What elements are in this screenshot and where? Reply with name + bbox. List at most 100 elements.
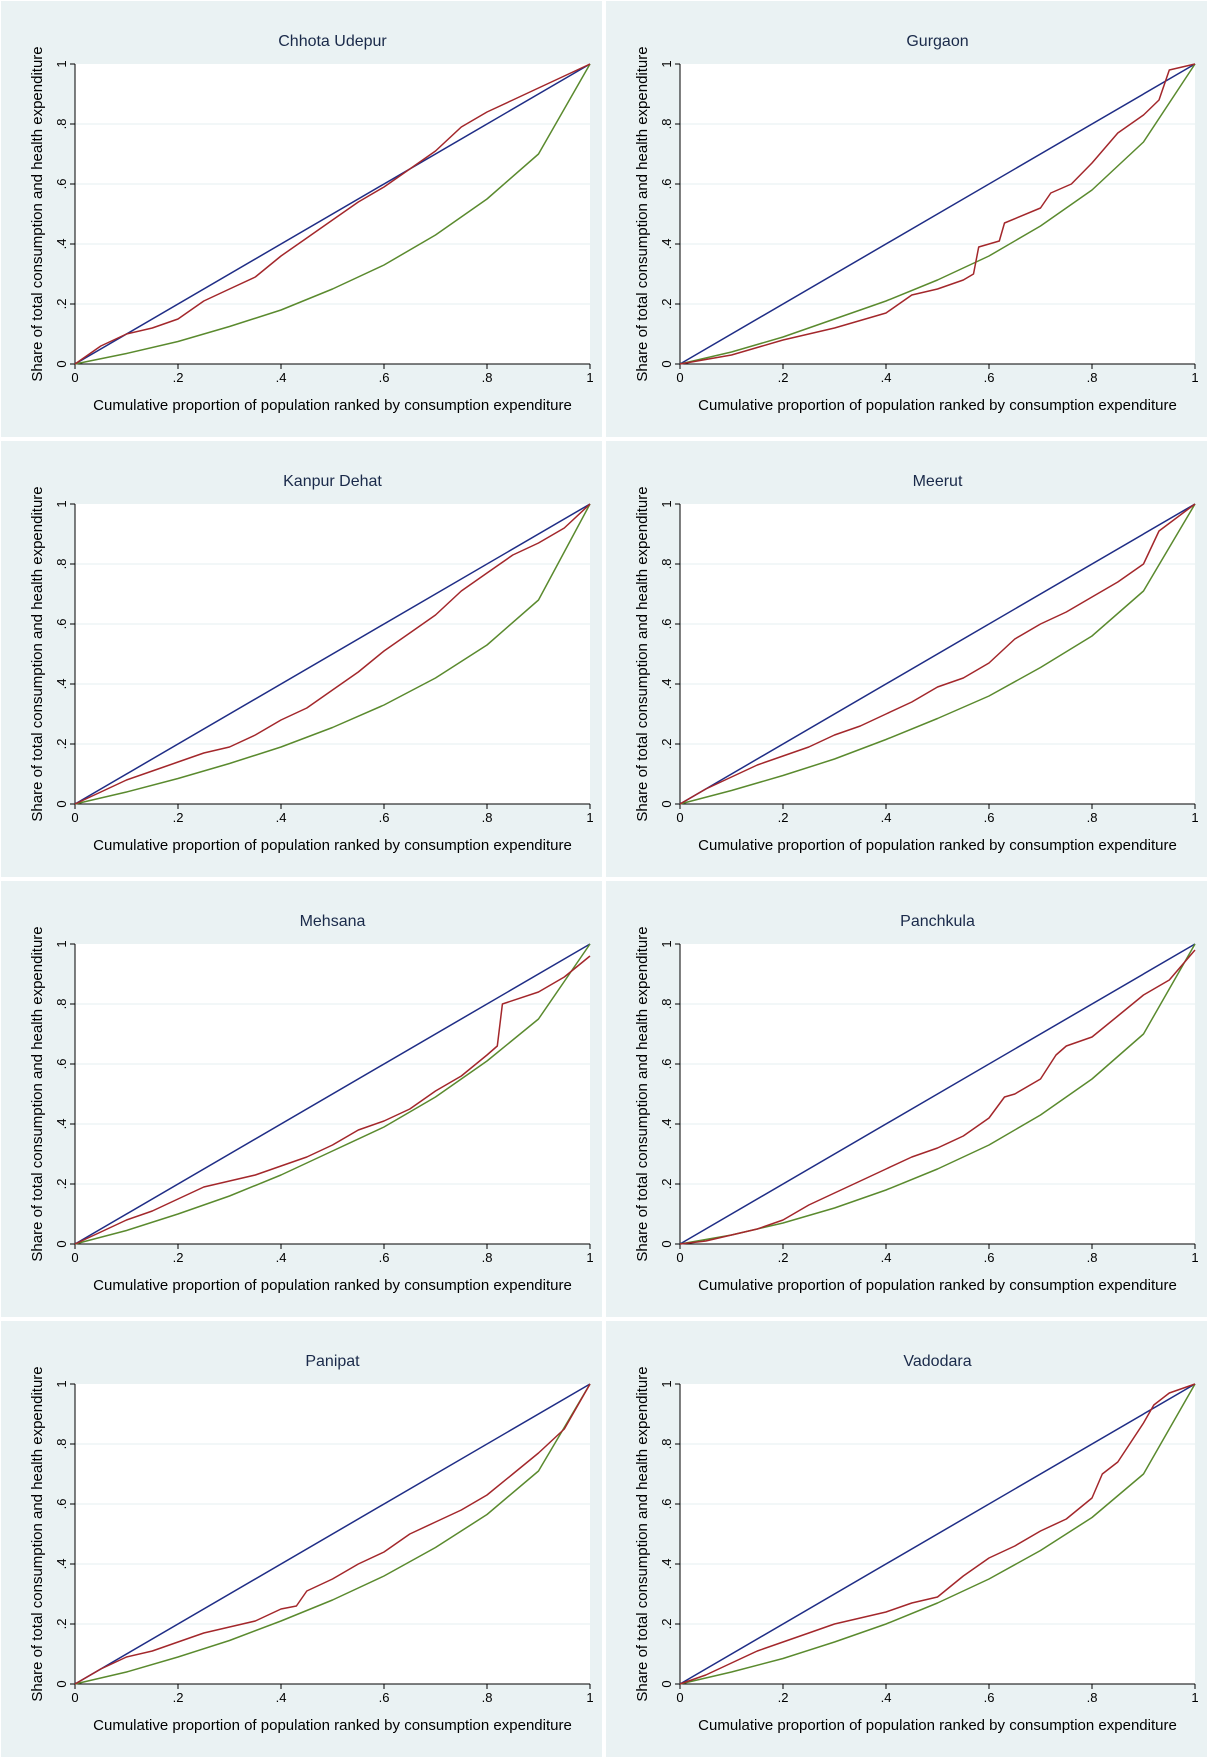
x-tick-label: .6 [984,1250,995,1265]
x-axis-label: Cumulative proportion of population rank… [698,397,1177,414]
y-tick-label: .8 [659,119,674,130]
chart-panel-6: 0 .2 .4 .6 .8 1 0 .2 .4 .6 .8 1 Panchkula Cumulative … [606,881,1207,1317]
x-tick-label: 0 [71,1250,78,1265]
series-line-consumption [74,1383,591,1685]
y-tick-label: 1 [659,940,674,947]
y-tick-label: .6 [659,619,674,630]
x-axis-label: Cumulative proportion of population rank… [93,397,572,414]
y-tick-label: .2 [659,739,674,750]
chart-title: Mehsana [300,913,366,930]
x-tick-label: 0 [676,1250,683,1265]
y-tick-label: .6 [54,1059,69,1070]
x-tick-label: 0 [676,810,683,825]
y-tick-label: .6 [659,1059,674,1070]
y-axis-label: Share of total consumption and health ex… [634,486,651,821]
x-tick-label: .4 [276,810,287,825]
x-tick-label: .8 [1087,1250,1098,1265]
x-tick-label: .2 [778,370,789,385]
x-tick-label: .2 [173,1690,184,1705]
x-tick-label: .8 [482,370,493,385]
x-tick-label: 1 [1191,810,1198,825]
y-axis-label: Share of total consumption and health ex… [29,486,46,821]
y-tick-label: .8 [54,119,69,130]
x-tick-label: .8 [1087,810,1098,825]
y-tick-label: 1 [659,60,674,67]
y-tick-label: .2 [54,1179,69,1190]
x-axis-label: Cumulative proportion of population rank… [93,1277,572,1294]
y-tick-label: 0 [659,360,674,367]
y-tick-label: .8 [54,559,69,570]
chart-title: Meerut [913,473,963,490]
y-tick-label: .2 [54,1619,69,1630]
x-tick-label: .4 [276,370,287,385]
series-line-health-expenditure [679,503,1196,805]
chart-panel-8: 0 .2 .4 .6 .8 1 0 .2 .4 .6 .8 1 Vadodara Cumulative p… [606,1321,1207,1757]
chart-title: Panchkula [900,913,975,930]
x-tick-label: .6 [379,370,390,385]
y-axis-label: Share of total consumption and health ex… [634,46,651,381]
y-tick-label: .4 [54,1119,69,1130]
series-line-health-expenditure [74,1383,591,1685]
series-line-line-of-equality [74,1383,591,1685]
y-axis-label: Share of total consumption and health ex… [29,1366,46,1701]
series-line-line-of-equality [74,943,591,1245]
x-tick-label: .4 [881,1250,892,1265]
y-tick-label: .8 [54,999,69,1010]
x-tick-label: 1 [586,1690,593,1705]
chart-title: Vadodara [903,1353,971,1370]
y-tick-label: .4 [659,1119,674,1130]
x-tick-label: 0 [676,1690,683,1705]
x-tick-label: .8 [482,1250,493,1265]
y-axis-label: Share of total consumption and health ex… [29,926,46,1261]
series-line-line-of-equality [679,943,1196,1245]
y-tick-label: 1 [659,500,674,507]
series-line-consumption [74,503,591,805]
x-tick-label: .2 [173,810,184,825]
x-tick-label: 1 [1191,370,1198,385]
x-tick-label: 1 [586,810,593,825]
x-axis-label: Cumulative proportion of population rank… [698,837,1177,854]
chart-panel-7: 0 .2 .4 .6 .8 1 0 .2 .4 .6 .8 1 Panipat Cumulative pr… [1,1321,602,1757]
y-tick-label: .6 [54,619,69,630]
x-tick-label: .6 [379,810,390,825]
x-tick-label: .4 [881,1690,892,1705]
x-tick-label: .8 [482,1690,493,1705]
x-tick-label: .2 [778,1250,789,1265]
y-tick-label: 1 [659,1380,674,1387]
series-line-line-of-equality [679,1383,1196,1685]
series-line-line-of-equality [74,63,591,365]
chart-title: Kanpur Dehat [283,473,382,490]
x-tick-label: .4 [276,1250,287,1265]
chart-panel-1: 0 .2 .4 .6 .8 1 0 .2 .4 .6 .8 1 Chhota Udepur Cumulat… [1,1,602,437]
series-line-consumption [74,63,591,365]
y-tick-label: 0 [54,1240,69,1247]
y-tick-label: 1 [54,500,69,507]
y-tick-label: 0 [54,1680,69,1687]
y-tick-label: .4 [54,239,69,250]
x-tick-label: .2 [778,1690,789,1705]
y-tick-label: .4 [54,1559,69,1570]
x-tick-label: .8 [1087,1690,1098,1705]
x-tick-label: .6 [984,1690,995,1705]
x-tick-label: .4 [881,370,892,385]
y-tick-label: .6 [659,1499,674,1510]
series-line-consumption [679,63,1196,365]
y-tick-label: .2 [659,1619,674,1630]
y-tick-label: .2 [659,1179,674,1190]
y-tick-label: .6 [54,179,69,190]
x-tick-label: 0 [71,810,78,825]
y-tick-label: .8 [659,559,674,570]
x-axis-label: Cumulative proportion of population rank… [93,837,572,854]
x-tick-label: .6 [984,810,995,825]
x-tick-label: .6 [379,1690,390,1705]
series-line-health-expenditure [679,949,1196,1245]
x-tick-label: .2 [173,370,184,385]
x-tick-label: .4 [881,810,892,825]
y-axis-label: Share of total consumption and health ex… [634,926,651,1261]
x-tick-label: .4 [276,1690,287,1705]
series-line-consumption [679,943,1196,1245]
y-axis-label: Share of total consumption and health ex… [634,1366,651,1701]
x-tick-label: 1 [1191,1250,1198,1265]
x-tick-label: .2 [173,1250,184,1265]
